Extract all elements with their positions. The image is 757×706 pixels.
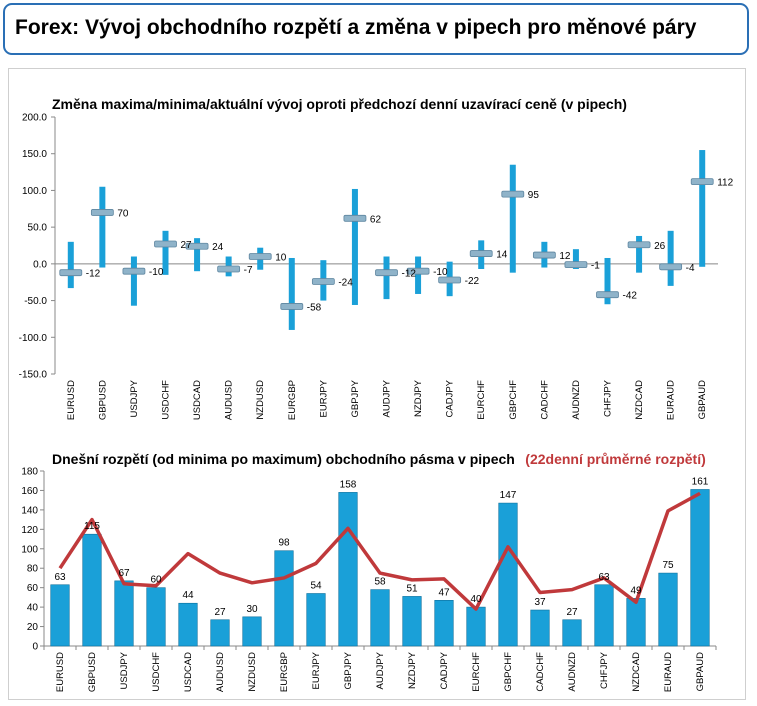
x-category-label: CHFJPY — [603, 379, 614, 417]
data-label: -42 — [623, 291, 638, 302]
x-category-label: EURJPY — [318, 379, 329, 417]
data-label: 112 — [717, 178, 733, 189]
data-label: -4 — [686, 263, 695, 274]
data-label: 12 — [559, 251, 571, 262]
data-label: 26 — [654, 241, 666, 252]
x-category-label: USDCAD — [192, 380, 203, 420]
data-label: 24 — [212, 242, 224, 253]
y-tick-label: -50.0 — [24, 296, 47, 307]
current-marker — [185, 242, 209, 250]
x-category-label: EURUSD — [66, 380, 77, 420]
current-marker — [438, 276, 462, 284]
data-label: -58 — [307, 302, 322, 313]
data-label: 62 — [370, 214, 382, 225]
range-bar — [383, 256, 390, 300]
x-category-label: NZDJPY — [413, 379, 424, 417]
y-tick-label: 200.0 — [22, 113, 47, 124]
current-marker — [596, 291, 619, 299]
data-label: 10 — [275, 253, 287, 264]
range-bar — [604, 257, 611, 305]
data-label: -10 — [433, 267, 448, 278]
data-label: 27 — [181, 240, 193, 251]
current-marker — [90, 209, 114, 216]
range-bar — [509, 164, 516, 273]
range-bar — [99, 186, 106, 268]
range-bar — [699, 150, 706, 267]
range-bar — [415, 256, 422, 294]
current-marker — [375, 269, 398, 277]
data-label: 70 — [117, 208, 129, 219]
current-marker — [154, 240, 177, 248]
current-marker — [659, 263, 683, 271]
y-tick-label: 100.0 — [22, 186, 47, 197]
current-marker — [122, 267, 146, 275]
current-marker — [690, 178, 714, 186]
data-label: 14 — [496, 250, 508, 261]
x-category-label: NZDUSD — [255, 380, 266, 420]
data-label: -24 — [338, 277, 353, 288]
x-category-label: EURGBP — [287, 380, 298, 420]
range-bar — [288, 257, 295, 330]
range-chart-title: Změna maxima/minima/aktuální vývoj oprot… — [52, 96, 627, 112]
x-category-label: EURAUD — [666, 380, 677, 420]
range-bar — [667, 230, 674, 286]
current-marker — [469, 250, 493, 257]
range-bar — [194, 238, 201, 272]
current-marker — [564, 261, 588, 268]
y-tick-label: 0.0 — [33, 259, 47, 270]
range-bar — [572, 249, 579, 269]
range-bar — [162, 230, 169, 275]
range-bar — [130, 256, 137, 306]
current-marker — [406, 267, 430, 275]
x-category-label: AUDNZD — [571, 380, 582, 420]
data-label: -7 — [244, 265, 253, 276]
data-label: 95 — [528, 190, 540, 201]
x-category-label: GBPUSD — [97, 380, 108, 420]
x-category-label: USDCHF — [161, 380, 172, 420]
data-label: -12 — [402, 269, 417, 280]
page-title: Forex: Vývoj obchodního rozpětí a změna … — [15, 16, 697, 39]
y-tick-label: -150.0 — [19, 370, 48, 381]
range-bar — [636, 235, 643, 273]
data-label: -10 — [149, 267, 164, 278]
x-category-label: GBPCHF — [508, 380, 519, 420]
data-label: -22 — [465, 276, 480, 287]
x-category-label: AUDJPY — [382, 379, 393, 417]
x-category-label: GBPAUD — [697, 380, 708, 420]
range-bar — [67, 241, 74, 289]
data-label: -1 — [591, 261, 600, 272]
current-marker — [59, 269, 83, 277]
x-category-label: AUDUSD — [224, 380, 235, 420]
x-category-label: USDJPY — [129, 379, 140, 417]
current-marker — [217, 265, 241, 273]
x-category-label: NZDCAD — [634, 380, 645, 420]
y-tick-label: 50.0 — [28, 223, 48, 234]
current-marker — [311, 278, 335, 285]
current-marker — [343, 214, 367, 222]
x-category-label: EURCHF — [476, 380, 487, 420]
current-marker — [248, 253, 272, 260]
current-marker — [501, 190, 525, 198]
current-marker — [627, 241, 651, 249]
y-tick-label: -100.0 — [19, 333, 48, 344]
x-category-label: GBPJPY — [350, 379, 361, 417]
data-label: -12 — [86, 269, 101, 280]
current-marker — [280, 303, 304, 310]
header-box: Forex: Vývoj obchodního rozpětí a změna … — [3, 3, 749, 55]
x-category-label: CADJPY — [445, 379, 456, 417]
y-tick-label: 150.0 — [22, 149, 47, 160]
range-bar — [351, 188, 358, 305]
x-category-label: CADCHF — [539, 380, 550, 420]
current-marker — [532, 251, 556, 259]
